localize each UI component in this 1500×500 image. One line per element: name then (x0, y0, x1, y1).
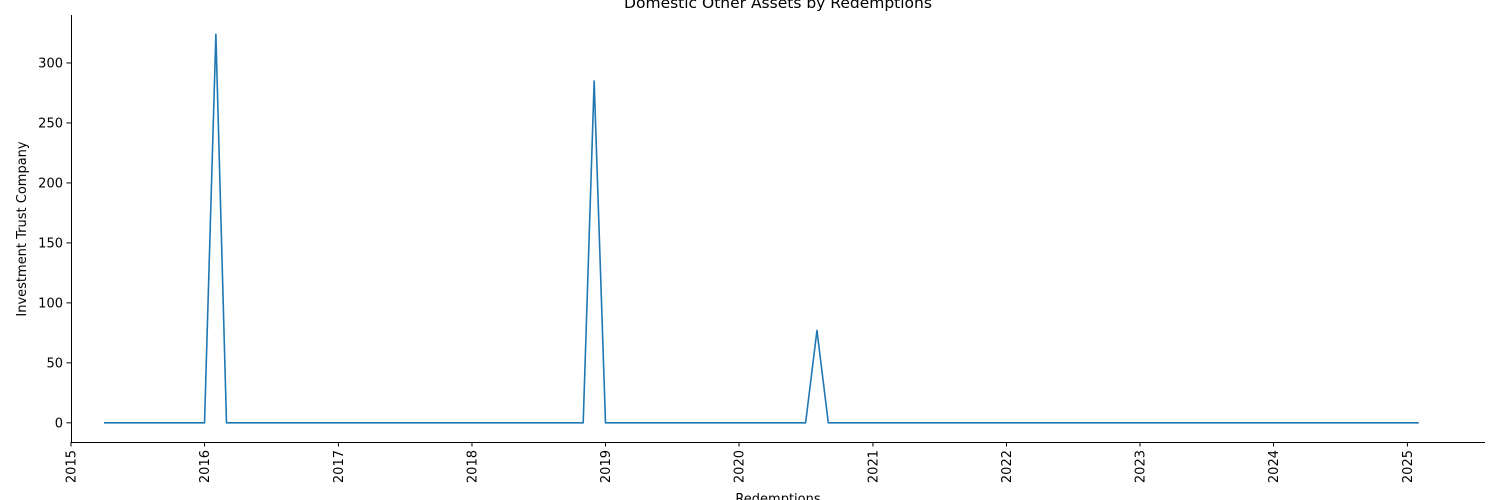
chart-title: Domestic Other Assets by Redemptions (624, 0, 932, 12)
y-tick-label: 250 (38, 116, 63, 131)
y-tick-label: 50 (46, 356, 63, 371)
x-tick-label: 2018 (465, 450, 480, 483)
plot-area (103, 33, 1419, 424)
x-tick-label: 2020 (733, 450, 748, 483)
y-tick-label: 200 (38, 176, 63, 191)
x-axis-ticks: 2015 2016 2017 2018 2019 2020 2021 2022 2023 2024… (65, 442, 1416, 483)
y-tick-label: 0 (55, 416, 63, 431)
x-tick-label: 2021 (866, 450, 881, 483)
x-tick-label: 2015 (65, 450, 80, 483)
y-axis-title: Investment Trust Company (15, 141, 30, 317)
x-tick-label: 2016 (198, 450, 213, 483)
x-tick-label: 2024 (1267, 450, 1282, 483)
y-axis-ticks: 0 50 100 150 200 250 300 (38, 56, 71, 431)
series-line (103, 33, 1419, 424)
x-axis-title: Redemptions (735, 492, 821, 500)
y-tick-label: 300 (38, 56, 63, 71)
x-tick-label: 2025 (1401, 450, 1416, 483)
y-tick-label: 150 (38, 236, 63, 251)
x-tick-label: 2023 (1134, 450, 1149, 483)
x-tick-label: 2019 (599, 450, 614, 483)
x-tick-label: 2022 (1000, 450, 1015, 483)
x-tick-label: 2017 (332, 450, 347, 483)
y-tick-label: 100 (38, 296, 63, 311)
